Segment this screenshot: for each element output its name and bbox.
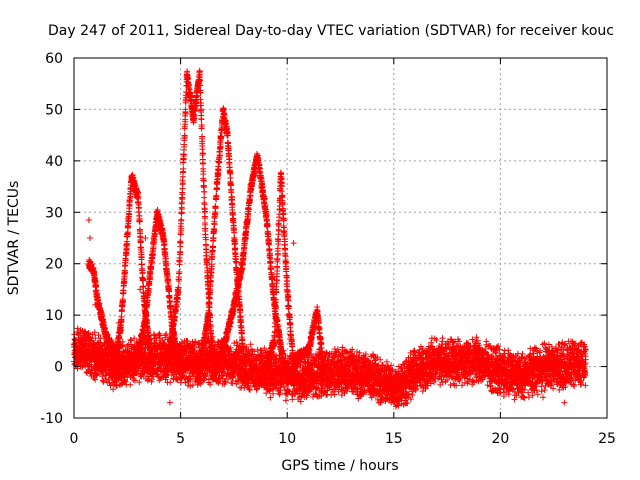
baseline-point: [267, 395, 273, 401]
baseline-point: [432, 336, 438, 342]
sdtvar-chart: Day 247 of 2011, Sidereal Day-to-day VTE…: [0, 0, 640, 480]
baseline-point: [440, 335, 446, 341]
baseline-point: [277, 392, 283, 398]
baseline-point: [136, 379, 142, 385]
baseline-point: [384, 359, 390, 365]
baseline-point: [464, 340, 470, 346]
baseline-point: [163, 331, 169, 337]
baseline-point: [411, 349, 417, 355]
baseline-point: [248, 341, 254, 347]
baseline-point: [167, 379, 173, 385]
chart-title: Day 247 of 2011, Sidereal Day-to-day VTE…: [48, 23, 614, 39]
baseline-point: [283, 397, 289, 403]
baseline-point: [409, 392, 415, 398]
baseline-point: [285, 387, 291, 393]
baseline-point: [127, 382, 133, 388]
data-series: [71, 68, 589, 409]
baseline-point: [110, 386, 116, 392]
